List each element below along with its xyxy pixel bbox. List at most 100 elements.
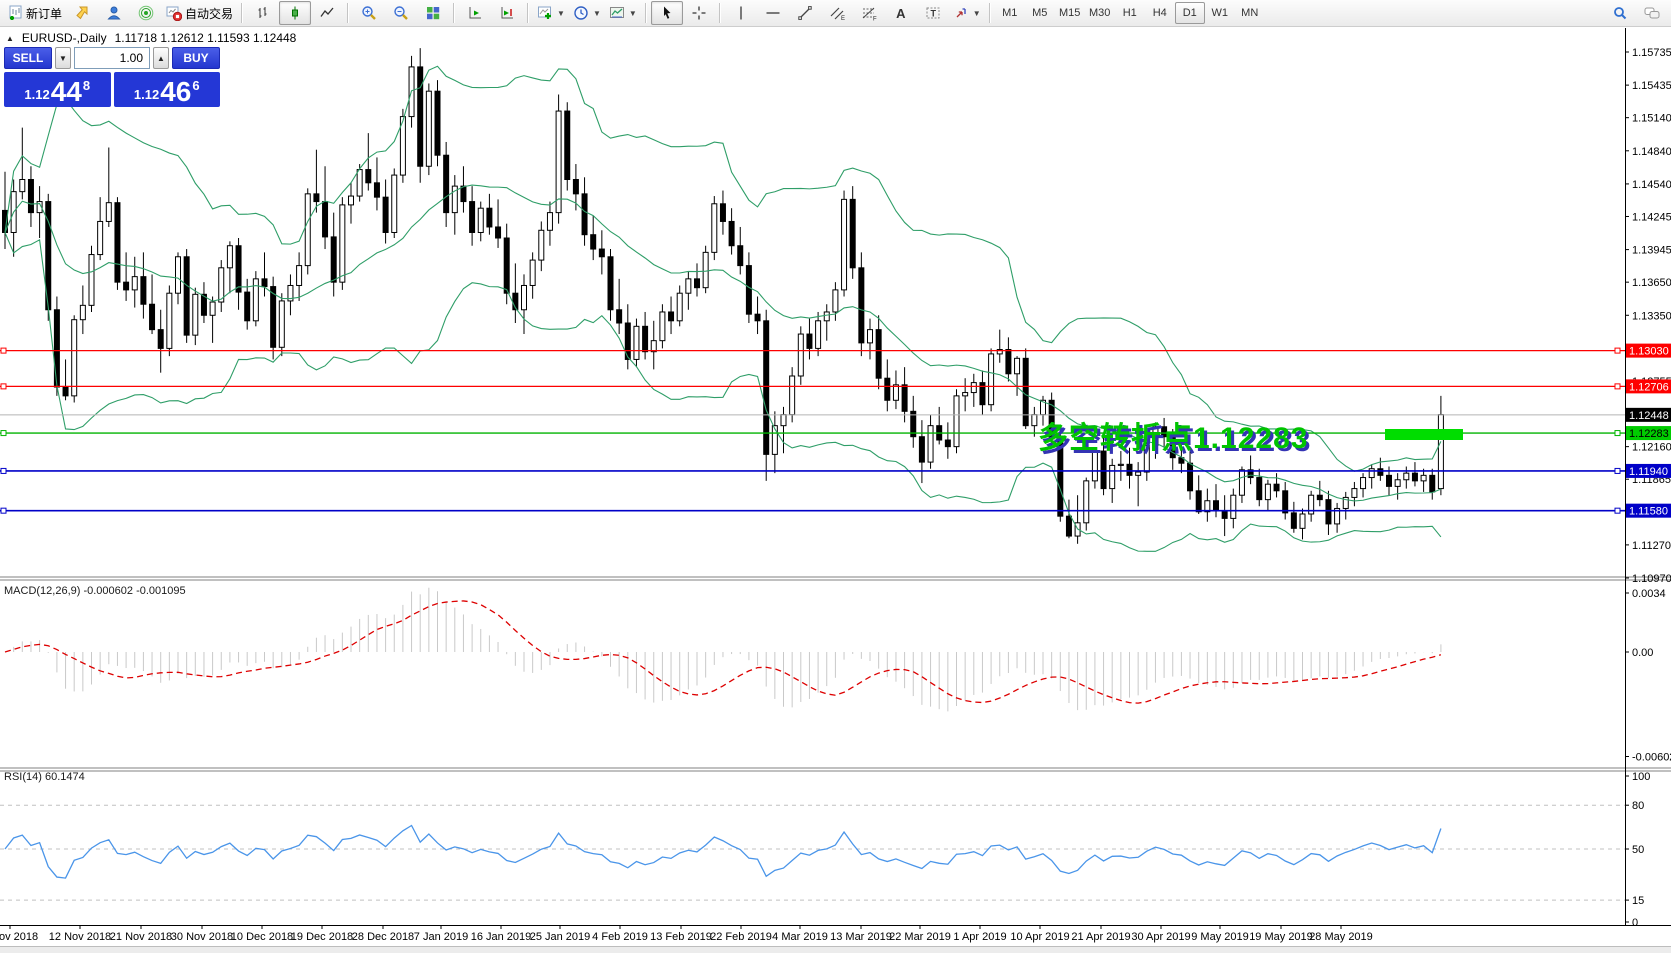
candle-body xyxy=(209,301,216,316)
templates-button[interactable]: ▼ xyxy=(605,1,641,25)
candle-body xyxy=(1126,463,1133,476)
candle-body xyxy=(521,284,527,311)
fibonacci-button[interactable]: F xyxy=(853,1,885,25)
vertical-line-button[interactable] xyxy=(725,1,757,25)
candle-body xyxy=(1057,438,1064,517)
timeframe-h1-button[interactable]: H1 xyxy=(1122,7,1137,19)
timeframe-d1-button[interactable]: D1 xyxy=(1174,2,1205,24)
toolbar-separator xyxy=(347,3,350,23)
macd-signal-line xyxy=(4,600,1442,704)
candle-body xyxy=(737,245,744,267)
candlestick-icon xyxy=(292,6,299,20)
buy-price-prefix: 1.12 xyxy=(133,87,160,102)
candle-body xyxy=(694,278,700,289)
text-tool-button[interactable]: A xyxy=(885,1,917,25)
candle-body xyxy=(1230,494,1237,519)
periods-button[interactable]: ▼ xyxy=(569,1,605,25)
equidistant-channel-button[interactable]: E xyxy=(821,1,853,25)
cursor-button[interactable] xyxy=(650,1,683,25)
candle-body xyxy=(711,203,718,253)
timeframe-m15-button[interactable]: M15 xyxy=(1059,7,1081,19)
candle-body xyxy=(486,207,493,228)
candle-body xyxy=(572,179,579,195)
candle-body xyxy=(399,116,406,176)
timeframe-m30-button[interactable]: M30 xyxy=(1089,7,1111,19)
collapse-triangle-icon[interactable]: ▲ xyxy=(6,33,14,43)
candle-body xyxy=(944,439,951,448)
line-chart-icon xyxy=(320,7,334,17)
chart-shift-button[interactable] xyxy=(491,1,523,25)
candle-body xyxy=(296,265,303,286)
text-label-tool-button[interactable]: T xyxy=(917,1,949,25)
level-handle-right xyxy=(1614,430,1621,437)
user-profile-button[interactable] xyxy=(98,1,130,25)
date-tick-label: 21 Nov 2018 xyxy=(110,931,172,943)
channel-icon: E xyxy=(830,7,845,21)
timeframe-m5-button[interactable]: M5 xyxy=(1032,7,1048,19)
candle-body xyxy=(970,382,977,394)
candle-body xyxy=(1161,426,1168,438)
yellow-arrow-button[interactable] xyxy=(66,1,98,25)
candle-body xyxy=(901,384,908,412)
date-tick-label: 28 May 2019 xyxy=(1309,931,1373,943)
candle-body xyxy=(642,325,649,353)
indicators-button[interactable]: ▼ xyxy=(533,1,569,25)
candle-body xyxy=(27,179,34,214)
price-level-label: 1.11580 xyxy=(1629,506,1668,518)
candle-body xyxy=(443,154,450,214)
highlight-rectangle[interactable] xyxy=(1385,429,1463,440)
timeframe-m1-button[interactable]: M1 xyxy=(1002,7,1018,19)
candle-body xyxy=(624,322,631,360)
bar-chart-button[interactable] xyxy=(247,1,279,25)
svg-text:E: E xyxy=(841,16,845,21)
candle-body xyxy=(797,333,804,377)
volume-decrease-button[interactable]: ▼ xyxy=(55,47,71,69)
sell-button[interactable]: SELL xyxy=(4,47,52,69)
buy-price-box[interactable]: 1.12 46 6 xyxy=(113,72,220,107)
search-button[interactable] xyxy=(1604,1,1636,25)
zoom-out-button[interactable] xyxy=(385,1,417,25)
arrows-tool-button[interactable]: ▼ xyxy=(949,1,985,25)
buy-button[interactable]: BUY xyxy=(172,47,220,69)
price-level-label: 1.13030 xyxy=(1629,346,1669,358)
sell-price-main: 44 xyxy=(50,76,82,108)
tile-windows-button[interactable] xyxy=(417,1,449,25)
pivot-annotation-text[interactable]: 多空转折点1.12283 xyxy=(1038,422,1309,455)
price-level-label-bg xyxy=(1626,343,1671,358)
candle-body xyxy=(832,289,839,313)
price-tick-label: 1.10970 xyxy=(1632,573,1671,585)
rsi-tick-label: 100 xyxy=(1632,771,1650,783)
new-order-button[interactable]: 新订单 xyxy=(3,1,66,25)
zoom-in-button[interactable] xyxy=(353,1,385,25)
crosshair-button[interactable] xyxy=(683,1,715,25)
signals-button[interactable] xyxy=(130,1,162,25)
candlestick-chart-button[interactable] xyxy=(279,1,312,25)
candle-body xyxy=(650,340,657,353)
candle-body xyxy=(1273,483,1280,492)
candle-body xyxy=(763,320,770,455)
new-order-icon xyxy=(9,5,22,20)
candle-body xyxy=(1394,479,1401,487)
autotrade-button[interactable]: 自动交易 xyxy=(162,1,237,25)
date-tick-label: 30 Nov 2018 xyxy=(171,931,233,943)
volume-input[interactable] xyxy=(74,47,150,69)
timeframe-h4-button[interactable]: H4 xyxy=(1152,7,1167,19)
line-chart-button[interactable] xyxy=(311,1,343,25)
date-tick-label: 4 Mar 2019 xyxy=(772,931,828,943)
volume-increase-button[interactable]: ▲ xyxy=(153,47,169,69)
trendline-button[interactable] xyxy=(789,1,821,25)
chevron-down-icon: ▼ xyxy=(972,8,981,18)
timeframe-w1-button[interactable]: W1 xyxy=(1211,7,1228,19)
candle-body xyxy=(149,303,156,331)
rsi-label: RSI(14) 60.1474 xyxy=(4,771,85,783)
horizontal-line-button[interactable] xyxy=(757,1,789,25)
candle-body xyxy=(166,292,173,349)
chat-button[interactable] xyxy=(1636,1,1668,25)
timeframe-mn-button[interactable]: MN xyxy=(1241,7,1259,19)
sell-price-box[interactable]: 1.12 44 8 xyxy=(4,72,111,107)
arrows-tool-icon xyxy=(956,8,966,18)
candle-body xyxy=(1117,463,1124,466)
auto-scroll-button[interactable] xyxy=(459,1,491,25)
candle-body xyxy=(1195,490,1202,513)
